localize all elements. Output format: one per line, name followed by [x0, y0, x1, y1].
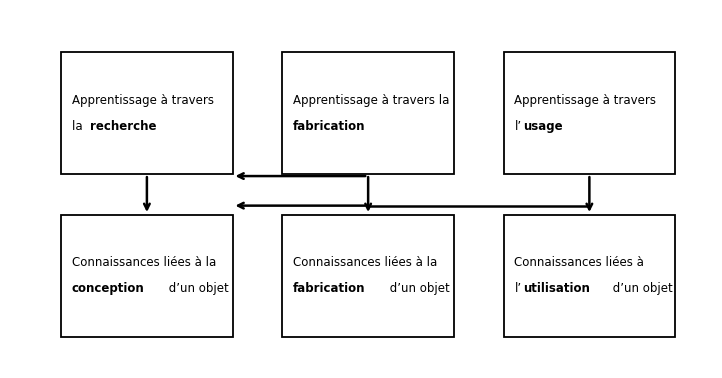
Bar	[282, 215, 453, 337]
Text: Apprentissage à travers la: Apprentissage à travers la	[293, 94, 450, 107]
Text: Apprentissage à travers: Apprentissage à travers	[515, 94, 656, 107]
Bar	[61, 52, 232, 174]
Bar	[504, 52, 675, 174]
Text: d’un objet: d’un objet	[165, 282, 228, 295]
Text: usage: usage	[523, 120, 563, 133]
Text: fabrication: fabrication	[293, 120, 366, 133]
Text: recherche: recherche	[90, 120, 157, 133]
Bar	[504, 215, 675, 337]
Text: Connaissances liées à la: Connaissances liées à la	[72, 256, 216, 270]
Text: l’: l’	[515, 282, 521, 295]
Text: la: la	[72, 120, 87, 133]
Text: Apprentissage à travers: Apprentissage à travers	[72, 94, 214, 107]
Text: Connaissances liées à: Connaissances liées à	[515, 256, 644, 270]
Text: Connaissances liées à la: Connaissances liées à la	[293, 256, 438, 270]
Text: conception: conception	[72, 282, 144, 295]
Text: utilisation: utilisation	[523, 282, 591, 295]
Bar	[282, 52, 453, 174]
Text: d’un objet: d’un objet	[386, 282, 449, 295]
Text: fabrication: fabrication	[293, 282, 366, 295]
Text: d’un objet: d’un objet	[609, 282, 673, 295]
Bar	[61, 215, 232, 337]
Text: l’: l’	[515, 120, 521, 133]
